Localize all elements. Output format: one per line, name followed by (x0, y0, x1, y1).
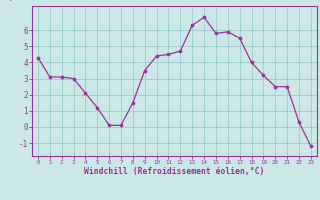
X-axis label: Windchill (Refroidissement éolien,°C): Windchill (Refroidissement éolien,°C) (84, 167, 265, 176)
Text: 7: 7 (9, 0, 13, 3)
